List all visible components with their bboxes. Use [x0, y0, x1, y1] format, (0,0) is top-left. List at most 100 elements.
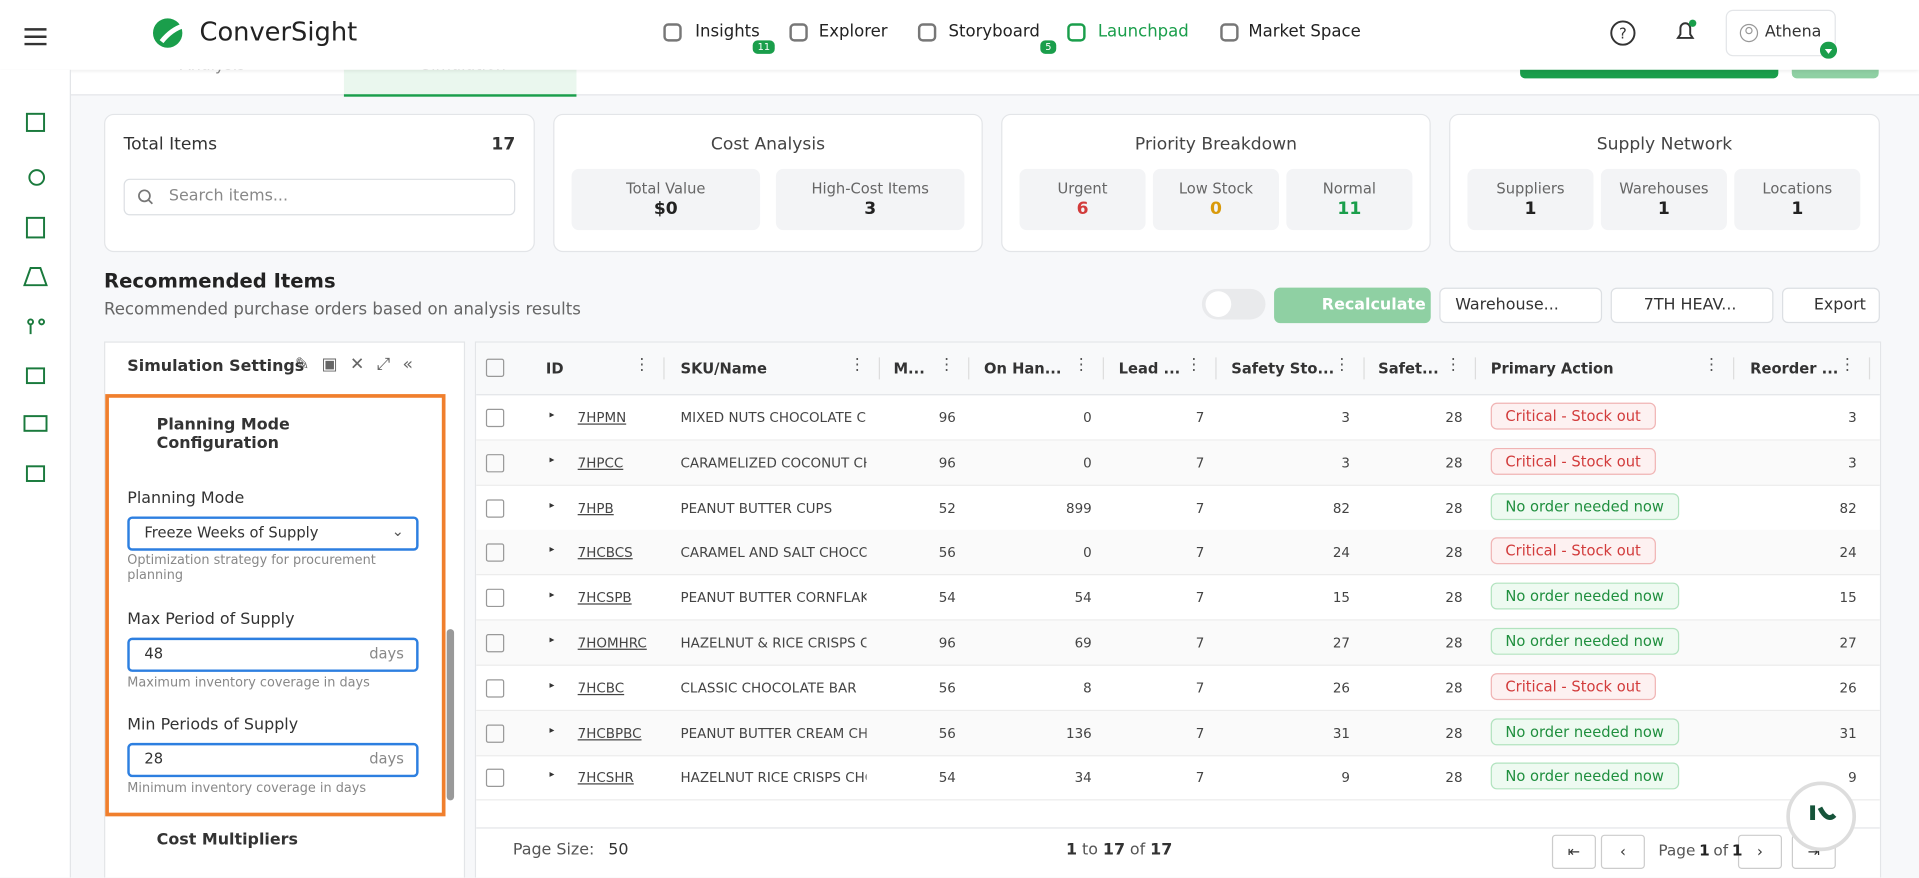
- nav-item[interactable]: Launchpad: [1097, 22, 1189, 42]
- expand-icon[interactable]: ▸: [549, 588, 555, 600]
- id-link[interactable]: 7HCBPBC: [577, 725, 642, 742]
- panel-tools[interactable]: ✎▣✕⤢«: [294, 354, 426, 375]
- header-checkbox[interactable]: [485, 358, 505, 377]
- row-checkbox[interactable]: [485, 453, 505, 473]
- id-link[interactable]: 7HCBC: [577, 680, 625, 697]
- total-items-card: Total Items 17 Search items...: [104, 113, 535, 253]
- action-pill[interactable]: No order needed now: [1490, 627, 1679, 655]
- id-link[interactable]: 7HPCC: [577, 455, 624, 471]
- chat-button[interactable]: [1786, 781, 1857, 852]
- cell-value: 9: [1848, 770, 1857, 787]
- id-link[interactable]: 7HPMN: [577, 410, 627, 426]
- menu-icon[interactable]: [24, 27, 47, 47]
- location-filter[interactable]: 7TH HEAV...: [1610, 287, 1774, 324]
- nav-icon[interactable]: [1220, 23, 1239, 42]
- expand-icon[interactable]: ▸: [549, 408, 555, 420]
- view-toggle[interactable]: [1201, 288, 1266, 320]
- cell-value: 3: [1341, 455, 1350, 471]
- action-pill[interactable]: No order needed now: [1490, 492, 1679, 520]
- id-link[interactable]: 7HPB: [577, 500, 614, 516]
- column-header[interactable]: Primary Action: [1490, 359, 1614, 377]
- export-button[interactable]: Export: [1781, 287, 1880, 324]
- planning-mode-select[interactable]: Freeze Weeks of Supply ⌄: [127, 516, 419, 551]
- column-header[interactable]: On Han...: [984, 359, 1062, 377]
- row-checkbox[interactable]: [485, 679, 505, 698]
- pager-button[interactable]: ‹: [1600, 834, 1645, 869]
- column-header[interactable]: Reorder ...: [1750, 359, 1839, 377]
- max-period-input[interactable]: 48 days: [127, 637, 419, 672]
- page-part: of: [1713, 840, 1729, 860]
- column-menu[interactable]: ⋮: [1073, 356, 1090, 375]
- column-menu[interactable]: ⋮: [1185, 356, 1202, 375]
- expand-icon[interactable]: ▸: [549, 679, 555, 691]
- column-header[interactable]: Safety Sto...: [1231, 359, 1335, 377]
- search-icon: [138, 189, 153, 205]
- cell-value: 28: [1445, 410, 1463, 426]
- action-pill[interactable]: Critical - Stock out: [1490, 672, 1656, 700]
- action-pill[interactable]: Critical - Stock out: [1490, 402, 1656, 430]
- column-menu[interactable]: ⋮: [1334, 356, 1350, 375]
- action-pill[interactable]: No order needed now: [1490, 762, 1679, 790]
- page-size-select[interactable]: 50: [608, 840, 629, 860]
- column-header[interactable]: Safet...: [1378, 359, 1439, 377]
- pager-button[interactable]: ⇤: [1551, 834, 1596, 869]
- expand-icon[interactable]: ▸: [549, 498, 555, 510]
- column-header[interactable]: ID: [545, 359, 564, 377]
- group-title[interactable]: Cost Multipliers: [156, 831, 298, 850]
- cell-value: 82: [1332, 500, 1350, 516]
- row-checkbox[interactable]: [485, 543, 505, 563]
- pager-button[interactable]: ›: [1737, 834, 1782, 869]
- help-icon[interactable]: ?: [1609, 20, 1636, 47]
- stat-box: Locations 1: [1734, 168, 1861, 231]
- row-checkbox[interactable]: [485, 498, 505, 518]
- row-checkbox[interactable]: [485, 769, 505, 788]
- warehouse-filter[interactable]: Warehouse...: [1439, 287, 1603, 324]
- action-pill[interactable]: No order needed now: [1490, 582, 1679, 610]
- expand-icon[interactable]: ▸: [549, 769, 555, 781]
- column-header[interactable]: M...: [893, 359, 925, 377]
- column-header[interactable]: SKU/Name: [680, 359, 767, 377]
- group-title[interactable]: Planning Mode Configuration: [156, 416, 290, 453]
- row-checkbox[interactable]: [485, 408, 505, 428]
- column-menu[interactable]: ⋮: [1839, 356, 1856, 375]
- range-part: 17: [1102, 840, 1126, 860]
- id-link[interactable]: 7HCSHR: [577, 770, 634, 787]
- expand-icon[interactable]: ▸: [549, 453, 555, 465]
- row-checkbox[interactable]: [485, 588, 505, 608]
- sidebar-icons[interactable]: [0, 70, 70, 511]
- nav-item[interactable]: Market Space: [1248, 22, 1361, 42]
- nav-icon[interactable]: [917, 23, 937, 42]
- action-pill[interactable]: No order needed now: [1490, 717, 1679, 745]
- column-menu[interactable]: ⋮: [938, 356, 955, 375]
- nav-icon[interactable]: [789, 23, 808, 42]
- column-menu[interactable]: ⋮: [633, 356, 650, 375]
- id-link[interactable]: 7HCSPB: [577, 590, 632, 607]
- row-checkbox[interactable]: [485, 724, 505, 743]
- recalculate-button[interactable]: Recalculate: [1274, 287, 1431, 324]
- cost-analysis-card: Cost Analysis Total Value $0 High-Cost Item…: [553, 113, 983, 253]
- search-box[interactable]: Search items...: [123, 178, 516, 216]
- nav-item[interactable]: Explorer: [818, 22, 888, 42]
- expand-icon[interactable]: ▸: [549, 633, 555, 645]
- column-menu[interactable]: ⋮: [1445, 356, 1462, 375]
- action-pill[interactable]: Critical - Stock out: [1490, 447, 1656, 475]
- row-checkbox[interactable]: [485, 633, 505, 653]
- expand-icon[interactable]: ▸: [549, 543, 555, 555]
- id-link[interactable]: 7HOMHRC: [577, 635, 647, 652]
- nav-item[interactable]: Storyboard: [948, 22, 1040, 42]
- id-link[interactable]: 7HCBCS: [577, 545, 633, 562]
- column-header[interactable]: Lead ...: [1118, 359, 1181, 377]
- nav-item[interactable]: Insights: [695, 22, 760, 42]
- action-pill[interactable]: Critical - Stock out: [1490, 537, 1656, 565]
- column-menu[interactable]: ⋮: [849, 356, 866, 375]
- min-period-input[interactable]: 28 days: [127, 742, 419, 778]
- scrollbar[interactable]: [446, 629, 455, 801]
- nav-icon[interactable]: [663, 23, 682, 42]
- nav-icon[interactable]: [1067, 23, 1086, 42]
- user-menu[interactable]: Athena: [1725, 9, 1838, 59]
- notification-icon[interactable]: [1673, 17, 1700, 46]
- section-title: Recommended Items: [104, 269, 336, 293]
- expand-icon[interactable]: ▸: [549, 724, 555, 736]
- sku-name: HAZELNUT & RICE CRISPS CI: [680, 635, 867, 652]
- column-menu[interactable]: ⋮: [1703, 356, 1720, 375]
